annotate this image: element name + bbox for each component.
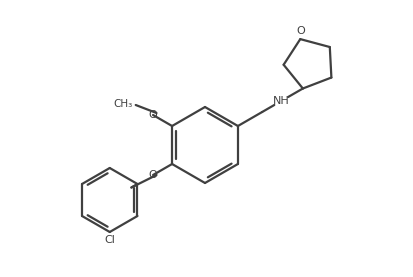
Text: NH: NH [272, 96, 289, 106]
Text: O: O [295, 26, 304, 36]
Text: O: O [148, 110, 157, 120]
Text: Cl: Cl [104, 235, 115, 245]
Text: O: O [148, 170, 157, 180]
Text: CH₃: CH₃ [113, 99, 133, 109]
